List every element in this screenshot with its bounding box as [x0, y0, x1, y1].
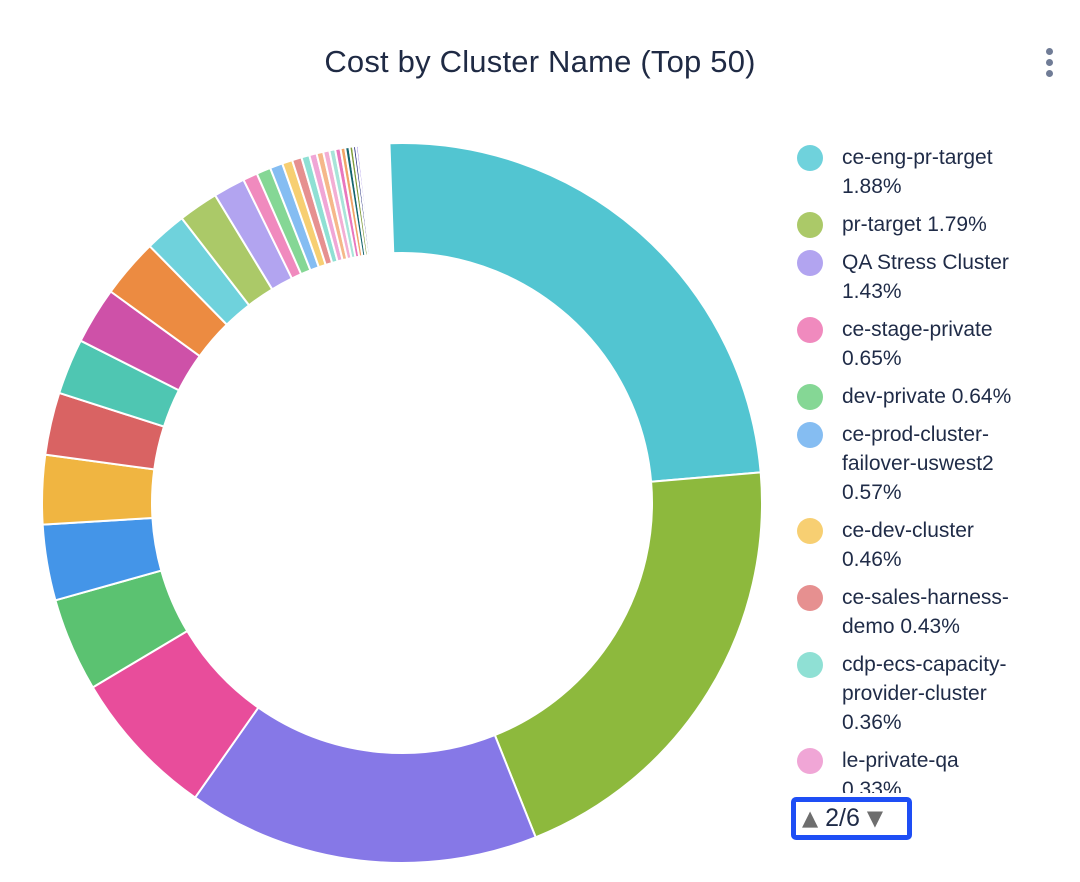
legend-item[interactable]: pr-target 1.79%: [791, 210, 1053, 239]
legend-pagination: ▲ 2/6 ▼: [791, 797, 913, 840]
legend-label: ce-dev-cluster 0.46%: [842, 519, 974, 571]
legend-item[interactable]: ce-eng-pr-target 1.88%: [791, 143, 1053, 201]
kebab-dot-icon: [1045, 47, 1053, 55]
legend-page-indicator: 2/6: [825, 804, 860, 832]
legend-swatch-icon: [797, 748, 823, 774]
legend-swatch-icon: [797, 317, 823, 343]
legend-label: ce-prod-cluster-failover-uswest2 0.57%: [842, 423, 994, 504]
legend-swatch-icon: [797, 585, 823, 611]
more-options-button[interactable]: [1030, 38, 1068, 86]
legend-swatch-icon: [797, 422, 823, 448]
chart-title: Cost by Cluster Name (Top 50): [324, 44, 756, 79]
legend-swatch-icon: [797, 518, 823, 544]
legend-item[interactable]: cdp-ecs-capacity-provider-cluster 0.36%: [791, 650, 1053, 737]
legend-swatch-icon: [797, 145, 823, 171]
pie-slice[interactable]: [388, 142, 762, 483]
legend-swatch-icon: [797, 652, 823, 678]
legend-item[interactable]: QA Stress Cluster 1.43%: [791, 248, 1053, 306]
legend-label: cdp-ecs-capacity-provider-cluster 0.36%: [842, 653, 1007, 734]
legend-item[interactable]: ce-sales-harness-demo 0.43%: [791, 583, 1053, 641]
chart-legend: ce-eng-pr-target 1.88% pr-target 1.79% QA …: [791, 143, 1053, 793]
legend-item[interactable]: le-private-qa 0.33%: [791, 746, 1053, 793]
legend-item[interactable]: ce-prod-cluster-failover-uswest2 0.57%: [791, 420, 1053, 507]
legend-page-down-button[interactable]: ▼: [867, 804, 883, 833]
legend-item[interactable]: dev-private 0.64%: [791, 382, 1053, 411]
legend-swatch-icon: [797, 384, 823, 410]
legend-page-up-button[interactable]: ▲: [802, 804, 818, 833]
legend-swatch-icon: [797, 250, 823, 276]
legend-label: ce-eng-pr-target 1.88%: [842, 146, 993, 198]
legend-swatch-icon: [797, 212, 823, 238]
legend-label: pr-target 1.79%: [842, 213, 987, 236]
legend-label: ce-stage-private 0.65%: [842, 318, 993, 370]
kebab-dot-icon: [1045, 69, 1053, 77]
legend-label: ce-sales-harness-demo 0.43%: [842, 586, 1009, 638]
legend-label: le-private-qa 0.33%: [842, 749, 959, 793]
legend-label: QA Stress Cluster 1.43%: [842, 251, 1009, 303]
legend-item[interactable]: ce-stage-private 0.65%: [791, 315, 1053, 373]
pie-slice[interactable]: [194, 706, 537, 864]
legend-label: dev-private 0.64%: [842, 385, 1012, 408]
pie-slice[interactable]: [493, 471, 764, 839]
pie-slice[interactable]: [364, 143, 378, 256]
legend-item[interactable]: ce-dev-cluster 0.46%: [791, 516, 1053, 574]
kebab-dot-icon: [1045, 58, 1053, 66]
